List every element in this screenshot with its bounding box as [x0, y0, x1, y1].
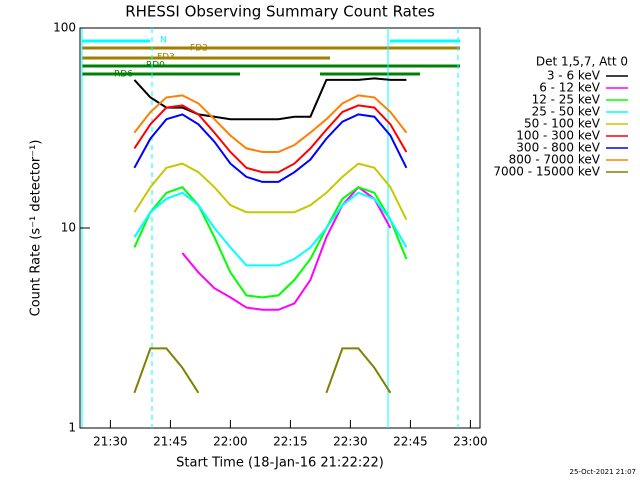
legend-label: 50 - 100 keV: [524, 117, 601, 131]
series-line: [133, 94, 408, 153]
x-tick-label: 21:45: [153, 435, 188, 449]
annotation: FD3: [157, 53, 175, 63]
x-tick-label: 21:30: [93, 435, 128, 449]
series-line: [133, 162, 408, 221]
legend-label: 12 - 25 keV: [532, 93, 601, 107]
x-tick-label: 22:15: [273, 435, 308, 449]
series-line: [181, 185, 392, 311]
x-tick-label: 23:00: [453, 435, 488, 449]
series-line: [133, 347, 392, 394]
annotation: N: [160, 36, 167, 46]
x-tick-label: 22:00: [213, 435, 248, 449]
series-line: [133, 77, 407, 121]
series-line: [133, 186, 408, 299]
y-tick-label: 100: [53, 21, 76, 35]
series-line: [133, 191, 408, 267]
y-axis-label: Count Rate (s⁻¹ detector⁻¹): [29, 140, 44, 317]
legend-label: 100 - 300 keV: [516, 129, 600, 143]
annotation: FD2: [190, 44, 208, 54]
y-tick-label: 10: [61, 221, 76, 235]
legend-label: 300 - 800 keV: [516, 141, 600, 155]
footer: 25-Oct-2021 21:07: [570, 468, 636, 476]
series-line: [133, 104, 408, 174]
chart-title: RHESSI Observing Summary Count Rates: [125, 3, 435, 21]
legend-label: 7000 - 15000 keV: [493, 165, 600, 179]
annotation: RD0: [146, 61, 165, 71]
x-tick-label: 22:30: [333, 435, 368, 449]
annotation: RD6: [114, 70, 133, 80]
state-bars: [81, 28, 460, 428]
legend-label: 25 - 50 keV: [532, 105, 601, 119]
legend-title: Det 1,5,7, Att 0: [536, 55, 628, 69]
legend-label: 3 - 6 keV: [547, 69, 601, 83]
legend-label: 6 - 12 keV: [539, 81, 601, 95]
series-line: [133, 113, 408, 183]
legend-label: 800 - 7000 keV: [509, 153, 601, 167]
x-axis-label: Start Time (18-Jan-16 21:22:22): [176, 456, 384, 471]
x-tick-label: 22:45: [393, 435, 428, 449]
y-tick-label: 1: [68, 421, 76, 435]
